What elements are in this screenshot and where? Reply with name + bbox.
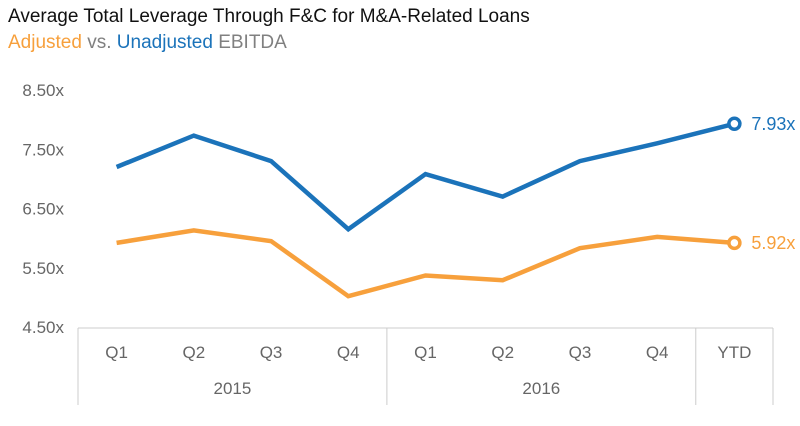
series-line-adjusted (116, 228, 735, 299)
chart-subtitle: Adjusted vs. Unadjusted EBITDA (8, 32, 287, 54)
subtitle-ebitda: EBITDA (218, 32, 287, 53)
subtitle-vs: vs. (87, 32, 112, 53)
x-tick-label: Q4 (646, 343, 669, 362)
x-tick-label: Q1 (105, 343, 128, 362)
y-tick-label: 8.50x (22, 81, 64, 100)
end-marker-adjusted (727, 235, 742, 251)
end-marker-unadjusted (727, 116, 742, 132)
y-tick-label: 5.50x (22, 259, 64, 278)
x-group-label: 2015 (214, 379, 252, 398)
end-label-unadjusted: 7.93x (751, 114, 795, 134)
y-tick-label: 4.50x (22, 318, 64, 337)
x-group-label: 2016 (522, 379, 560, 398)
x-tick-label: Q2 (491, 343, 514, 362)
y-tick-label: 7.50x (22, 140, 64, 159)
x-tick-label: YTD (717, 343, 751, 362)
x-tick-label: Q3 (260, 343, 283, 362)
x-tick-label: Q3 (569, 343, 592, 362)
y-tick-label: 6.50x (22, 200, 64, 219)
end-label-adjusted: 5.92x (751, 233, 795, 253)
x-tick-label: Q4 (337, 343, 360, 362)
subtitle-adjusted: Adjusted (8, 32, 82, 53)
chart-title: Average Total Leverage Through F&C for M… (8, 6, 530, 27)
x-tick-label: Q2 (182, 343, 205, 362)
subtitle-unadjusted: Unadjusted (116, 32, 213, 53)
series-line-unadjusted (115, 121, 735, 233)
x-tick-label: Q1 (414, 343, 437, 362)
